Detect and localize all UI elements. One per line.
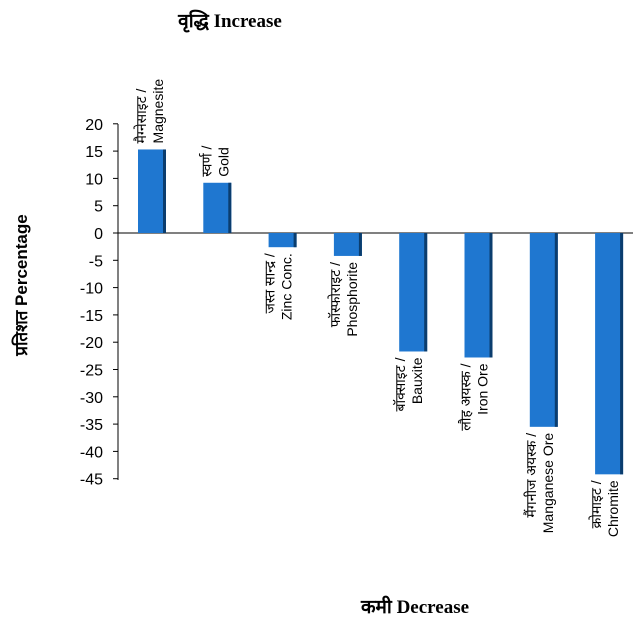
category-label: फॉस्फोराइट / Phosphorite — [327, 262, 360, 337]
bar-shadow — [554, 233, 558, 427]
y-tick-label: -45 — [80, 472, 103, 489]
category-label: क्रोमाइट / Chromite — [588, 480, 621, 537]
y-tick-label: -35 — [80, 417, 103, 434]
bar-shadow — [228, 182, 232, 233]
category-label-line: Magnesite — [150, 79, 166, 144]
y-tick-label: -15 — [80, 308, 103, 325]
y-tick-label: 15 — [85, 144, 103, 161]
bar — [595, 233, 624, 475]
category-label-line: Phosphorite — [344, 262, 360, 337]
bar-shadow — [358, 233, 362, 256]
bar — [399, 233, 428, 352]
y-tick-label: -40 — [80, 444, 103, 461]
y-ticks: 20 15 10 5 0 -5 -10 -15 -20 -25 -30 -35 -40 -45 — [80, 117, 118, 489]
y-tick-label: -10 — [80, 281, 103, 298]
chart-title: वृद्धि Increase — [177, 9, 282, 33]
category-label-line: जस्त सान्द्र / — [262, 253, 278, 313]
category-label-line: मैग्नेसाइट / — [133, 88, 149, 143]
bar — [268, 233, 297, 248]
category-label-line: Manganese Ore — [540, 433, 556, 534]
bar — [138, 149, 166, 233]
bar-shadow — [489, 233, 493, 358]
category-label: लौह अयस्क / Iron Ore — [458, 363, 491, 430]
category-label-line: Iron Ore — [475, 363, 491, 415]
bar — [464, 233, 493, 358]
category-label: बॉक्साइट / Bauxite — [392, 357, 425, 411]
bar-shadow — [424, 233, 428, 352]
category-label: स्वर्ण / Gold — [198, 146, 231, 177]
category-label: मैंगनीज अयस्क / Manganese Ore — [523, 433, 556, 534]
category-label-line: क्रोमाइट / — [588, 480, 604, 528]
category-label-line: मैंगनीज अयस्क / — [523, 433, 539, 518]
y-tick-label: 0 — [94, 226, 103, 243]
category-label-line: Bauxite — [409, 357, 425, 404]
category-label-line: Chromite — [605, 480, 621, 537]
y-tick-label: 20 — [85, 117, 103, 134]
y-tick-label: 5 — [94, 199, 103, 216]
bar — [333, 233, 362, 256]
bar — [529, 233, 558, 427]
y-tick-label: 10 — [85, 171, 103, 188]
x-axis-label: कमी Decrease — [360, 595, 469, 618]
y-axis-label: प्रतिशत Percentage — [11, 214, 31, 356]
bar-shadow — [293, 233, 297, 248]
category-label-line: लौह अयस्क / — [458, 363, 474, 430]
y-tick-label: -20 — [80, 335, 103, 352]
category-label-line: बॉक्साइट / — [392, 357, 408, 411]
category-label-line: फॉस्फोराइट / — [327, 262, 343, 327]
y-tick-label: -5 — [89, 253, 103, 270]
category-label-line: Zinc Conc. — [279, 253, 295, 320]
category-label: जस्त सान्द्र / Zinc Conc. — [262, 253, 295, 320]
category-label-line: Gold — [215, 147, 231, 177]
bar-shadow — [163, 149, 166, 233]
bar — [203, 182, 232, 233]
y-tick-label: -30 — [80, 390, 103, 407]
bar-shadow — [620, 233, 624, 475]
category-labels: मैग्नेसाइट / Magnesite स्वर्ण / Gold जस्त सा… — [133, 79, 621, 537]
bars — [138, 149, 624, 475]
y-tick-label: -25 — [80, 363, 103, 380]
category-label: मैग्नेसाइट / Magnesite — [133, 79, 166, 144]
category-label-line: स्वर्ण / — [198, 146, 214, 177]
